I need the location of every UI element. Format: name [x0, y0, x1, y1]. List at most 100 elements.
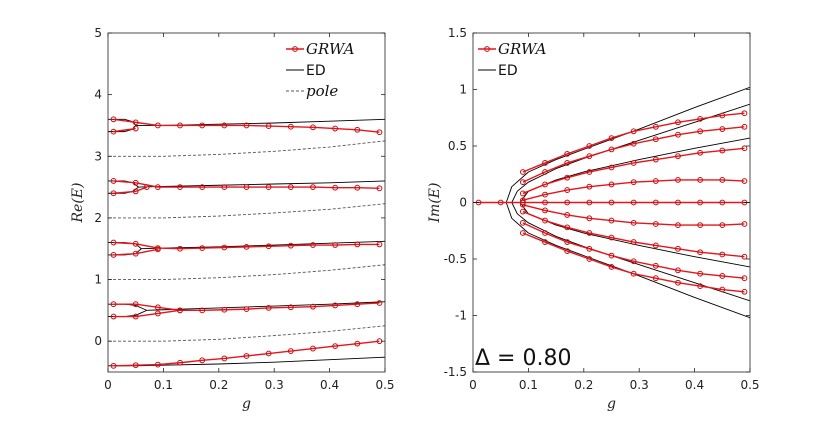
right-grwa-point-17-9 [719, 199, 726, 206]
left-grwa-point-22-12 [376, 185, 383, 192]
left-grwa-point-22-9 [310, 184, 316, 190]
right-grwa-point-13-3 [586, 169, 593, 175]
left-grwa-point-17-9 [310, 345, 316, 352]
right-grwa-point-16-9 [719, 222, 726, 229]
right-grwa-point-13-4 [608, 164, 615, 171]
left-series-grwa-19 [113, 309, 181, 318]
right-grwa-point-9-4 [608, 135, 615, 141]
right-grwa-point-12-6 [652, 262, 659, 269]
left-panel-re: 0 0.1 0.2 0.3 0.4 0.5 0 1 2 3 4 5 g Re(E) GRWA ED pole [70, 26, 395, 412]
right-grwa-point-17-4 [608, 199, 615, 206]
left-grwa-point-17-1 [132, 362, 139, 369]
left-grwa-point-20-7 [265, 243, 272, 250]
left-legend-label-ed: ED [306, 63, 326, 79]
left-series-group [108, 116, 385, 369]
right-ytick-label-4: 0.5 [448, 139, 467, 153]
left-grwa-point-22-7 [265, 184, 272, 190]
right-grwa-point-13-1 [542, 181, 548, 188]
right-grwa-point-17-0 [519, 199, 526, 206]
left-ytick-label-0: 0 [94, 334, 102, 348]
left-ytick-label-3: 3 [94, 149, 102, 163]
right-grwa-point-8-1 [497, 199, 504, 206]
right-grwa-point-16-4 [608, 217, 615, 224]
right-series-grwa-9 [522, 112, 745, 173]
right-legend-label-grwa: GRWA [498, 40, 547, 58]
left-grwa-point-17-0 [110, 362, 117, 369]
left-grwa-point-24-2 [154, 122, 161, 129]
right-grwa-point-17-2 [564, 199, 571, 206]
left-grwa-point-24-8 [287, 123, 294, 130]
left-grwa-point-19-3 [177, 307, 183, 314]
left-series-pole-15 [108, 203, 385, 219]
left-grwa-point-24-7 [265, 123, 272, 129]
right-grwa-point-12-9 [719, 273, 726, 279]
right-grwa-point-16-10 [741, 221, 748, 227]
left-series-pole-14 [108, 264, 385, 280]
right-grwa-point-12-1 [542, 230, 548, 236]
left-grwa-point-22-0 [110, 178, 117, 184]
right-grwa-point-10-3 [586, 256, 593, 262]
right-grwa-point-15-6 [652, 178, 659, 184]
right-grwa-point-16-6 [652, 221, 659, 227]
right-grwa-point-11-4 [608, 146, 615, 153]
left-grwa-point-17-4 [199, 357, 206, 364]
left-grwa-point-18-1 [132, 301, 139, 308]
left-grwa-point-20-0 [110, 239, 117, 246]
right-grwa-point-9-6 [652, 123, 659, 130]
right-grwa-point-13-6 [652, 156, 659, 163]
right-grwa-point-17-3 [586, 199, 593, 206]
right-xtick-label-1: 0.1 [519, 378, 538, 392]
left-grwa-point-20-1 [132, 240, 139, 247]
left-grwa-point-20-11 [354, 241, 361, 248]
right-grwa-point-10-5 [630, 270, 637, 277]
right-grwa-point-16-8 [697, 222, 704, 229]
right-xtick-label-3: 0.3 [630, 378, 649, 392]
right-grwa-point-17-7 [675, 199, 681, 206]
right-grwa-point-11-0 [519, 179, 526, 186]
left-grwa-point-23-1 [132, 188, 139, 195]
right-grwa-point-11-2 [564, 160, 571, 166]
left-xtick-label-2: 0.2 [209, 378, 228, 392]
left-series-grwa-18 [113, 302, 380, 312]
left-ytick-label-4: 4 [94, 88, 102, 102]
right-xtick-label-5: 0.5 [740, 378, 759, 392]
right-grwa-point-10-0 [519, 230, 526, 236]
right-ytick-label-1: -1 [455, 309, 467, 323]
right-xtick-label-0: 0 [469, 378, 477, 392]
right-grwa-point-14-7 [675, 245, 681, 252]
right-grwa-point-9-0 [519, 169, 526, 175]
right-series-grwa-10 [522, 232, 745, 293]
left-grwa-point-18-10 [332, 302, 339, 309]
left-grwa-point-24-1 [132, 119, 139, 126]
right-grwa-point-10-9 [719, 286, 726, 293]
left-xtick-label-5: 0.5 [375, 378, 394, 392]
left-grwa-point-18-11 [354, 301, 361, 308]
right-grwa-point-11-1 [542, 169, 548, 175]
left-grwa-point-17-10 [332, 343, 339, 350]
right-grwa-point-16-0 [519, 201, 526, 208]
right-grwa-point-12-3 [586, 245, 593, 252]
left-grwa-point-22-1 [132, 179, 139, 186]
left-grwa-point-24-11 [354, 126, 361, 133]
right-xtick-label-4: 0.4 [685, 378, 704, 392]
left-series-pole-16 [108, 140, 385, 157]
left-xtick-label-0: 0 [104, 378, 112, 392]
left-grwa-point-20-8 [287, 242, 294, 249]
left-grwa-point-22-11 [354, 184, 361, 191]
left-grwa-point-24-5 [221, 122, 228, 129]
left-grwa-point-17-5 [221, 355, 228, 362]
right-grwa-point-14-6 [652, 242, 659, 249]
left-grwa-point-22-4 [199, 184, 206, 190]
right-grwa-point-14-2 [564, 224, 571, 231]
right-grwa-point-9-3 [586, 143, 593, 149]
left-grwa-point-22-6 [243, 184, 250, 190]
right-grwa-point-12-2 [564, 239, 571, 245]
right-grwa-point-10-7 [675, 279, 681, 286]
left-grwa-point-20-5 [221, 244, 228, 251]
right-grwa-point-16-7 [675, 222, 681, 229]
right-grwa-point-15-5 [630, 179, 637, 186]
left-grwa-point-22-2 [154, 184, 161, 190]
right-grwa-point-12-5 [630, 258, 637, 265]
left-grwa-point-22-8 [287, 184, 294, 190]
left-grwa-point-22-10 [332, 184, 339, 191]
